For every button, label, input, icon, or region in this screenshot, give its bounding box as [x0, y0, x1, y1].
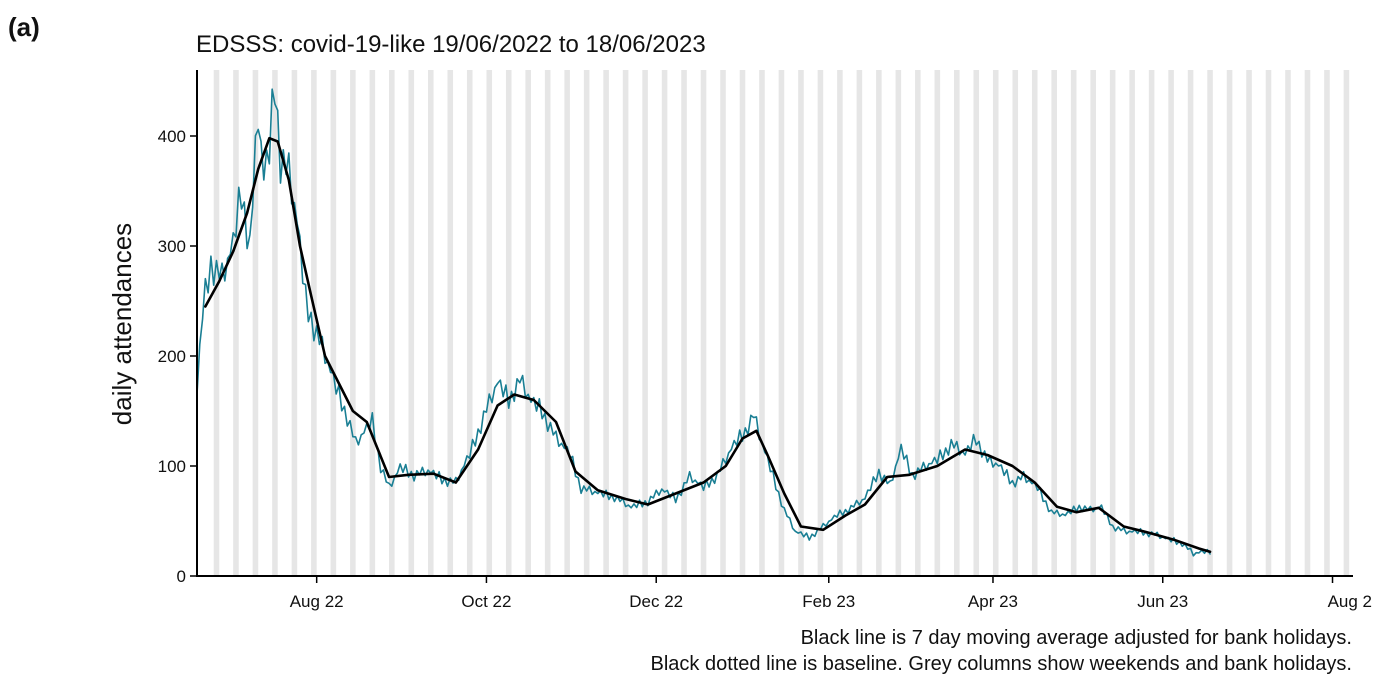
weekend-column-30: [798, 70, 804, 576]
series-lines: [196, 88, 1212, 557]
weekend-column-28: [759, 70, 765, 576]
weekend-column-24: [681, 70, 687, 576]
y-tick-label-300: 300: [158, 237, 186, 256]
weekend-column-29: [778, 70, 785, 576]
weekend-column-51: [1207, 70, 1213, 576]
weekend-column-6: [330, 70, 337, 576]
y-tick-label-100: 100: [158, 457, 186, 476]
weekend-column-38: [954, 70, 960, 576]
weekend-column-17: [544, 70, 551, 576]
caption-line-2: Black dotted line is baseline. Grey colu…: [650, 653, 1352, 674]
weekend-column-41: [1012, 70, 1019, 576]
weekend-column-32: [837, 70, 843, 576]
weekend-column-15: [505, 70, 512, 576]
weekend-column-47: [1129, 70, 1135, 576]
series-line-moving-average: [204, 136, 1212, 554]
y-tick-label-200: 200: [158, 347, 186, 366]
weekend-column-16: [525, 70, 531, 576]
weekend-column-20: [603, 70, 609, 576]
weekend-column-36: [915, 70, 921, 576]
weekend-column-48: [1148, 70, 1155, 576]
weekend-column-11: [428, 70, 434, 576]
weekend-column-5: [311, 70, 317, 576]
weekend-column-27: [739, 70, 746, 576]
weekend-column-12: [447, 70, 454, 576]
weekend-column-14: [486, 70, 493, 576]
weekend-column-52: [1226, 70, 1233, 576]
x-tick-label-2: Dec 22: [629, 592, 683, 611]
weekend-column-46: [1109, 70, 1116, 576]
weekend-column-7: [350, 70, 356, 576]
weekend-column-56: [1304, 70, 1311, 576]
weekend-column-57: [1324, 70, 1330, 576]
weekend-column-26: [720, 70, 726, 576]
x-tick-label-0: Aug 22: [290, 592, 344, 611]
x-tick-label-5: Jun 23: [1137, 592, 1188, 611]
axes: 0 100 200 300 400 Aug 22 Oct 22 Dec 22 Feb 23 Apr…: [158, 70, 1372, 611]
y-tick-label-400: 400: [158, 127, 186, 146]
x-tick-label-1: Oct 22: [461, 592, 511, 611]
weekend-column-4: [291, 70, 298, 576]
weekend-column-13: [466, 70, 473, 576]
weekend-column-40: [992, 70, 999, 576]
weekend-column-22: [642, 70, 648, 576]
weekend-column-19: [583, 70, 590, 576]
weekend-column-31: [817, 70, 824, 576]
weekend-column-43: [1051, 70, 1057, 576]
weekend-column-10: [408, 70, 415, 576]
weekend-column-34: [876, 70, 882, 576]
weekend-column-23: [661, 70, 668, 576]
weekend-column-45: [1090, 70, 1096, 576]
weekend-column-55: [1285, 70, 1291, 576]
weekend-column-44: [1070, 70, 1077, 576]
weekend-column-8: [369, 70, 376, 576]
caption-line-1: Black line is 7 day moving average adjus…: [801, 627, 1352, 649]
x-tick-label-4: Apr 23: [968, 592, 1018, 611]
weekend-column-39: [973, 70, 980, 576]
weekend-columns: [213, 70, 1350, 576]
weekend-column-33: [856, 70, 863, 576]
weekend-column-1: [233, 70, 239, 576]
y-axis-label: daily attendances: [107, 223, 137, 425]
x-tick-label-3: Feb 23: [802, 592, 855, 611]
y-tick-label-0: 0: [177, 567, 186, 586]
weekend-column-9: [389, 70, 395, 576]
weekend-column-58: [1343, 70, 1350, 576]
series-line-daily: [196, 88, 1211, 557]
weekend-column-35: [895, 70, 902, 576]
weekend-column-3: [272, 70, 278, 576]
weekend-column-37: [934, 70, 941, 576]
weekend-column-25: [700, 70, 707, 576]
weekend-column-54: [1265, 70, 1272, 576]
weekend-column-0: [213, 70, 220, 576]
weekend-column-49: [1168, 70, 1174, 576]
chart-title: EDSSS: covid-19-like 19/06/2022 to 18/06…: [196, 31, 706, 58]
panel-label: (a): [8, 12, 40, 42]
weekend-column-21: [622, 70, 629, 576]
weekend-column-18: [564, 70, 570, 576]
weekend-column-2: [252, 70, 259, 576]
weekend-column-53: [1246, 70, 1252, 576]
x-tick-label-6: Aug 2: [1328, 592, 1372, 611]
weekend-column-50: [1187, 70, 1194, 576]
weekend-column-42: [1031, 70, 1038, 576]
